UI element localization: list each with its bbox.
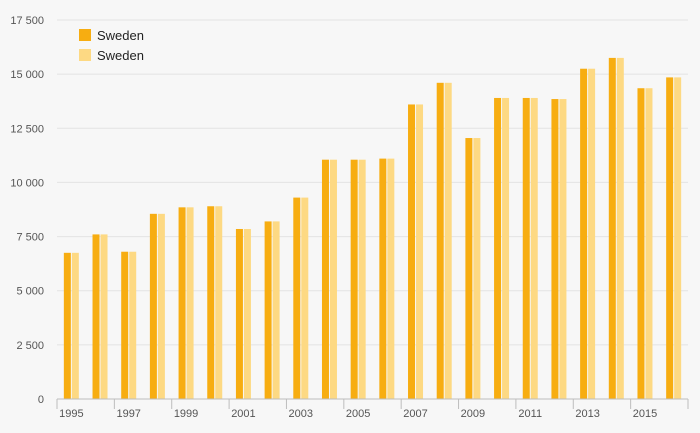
bar-2000-s2 xyxy=(215,206,223,399)
bar-2001-s2 xyxy=(243,228,251,399)
bar-2015-s2 xyxy=(645,88,653,399)
bar-2002-s2 xyxy=(272,221,280,399)
bar-1997-s1 xyxy=(121,251,129,399)
bar-1997-s2 xyxy=(129,251,137,399)
bar-2013-s2 xyxy=(588,68,596,399)
x-axis: 1995 1997 1999 2001 2003 2005 2007 2009 2011 2013… xyxy=(56,398,689,420)
bar-2006-s1 xyxy=(379,158,387,399)
y-tick-label: 5 000 xyxy=(16,286,44,298)
bar-2014-s1 xyxy=(608,57,616,400)
bar-1995-s2 xyxy=(71,252,79,399)
legend-label: Sweden xyxy=(97,48,144,63)
bar-2001-s1 xyxy=(235,228,243,399)
bar-2005-s2 xyxy=(358,159,366,399)
bar-2011-s2 xyxy=(530,97,538,400)
legend-label: Sweden xyxy=(97,28,144,43)
bar-2016-s1 xyxy=(666,77,674,400)
x-tick-label: 1997 xyxy=(116,408,140,420)
bar-1998-s2 xyxy=(157,213,165,399)
bar-2008-s1 xyxy=(436,82,444,399)
y-tick-label: 15 000 xyxy=(10,69,44,81)
bar-1998-s1 xyxy=(149,213,157,399)
bar-2004-s2 xyxy=(329,159,337,399)
x-tick-label: 1999 xyxy=(174,408,198,420)
bar-2002-s1 xyxy=(264,221,272,399)
bar-2000-s1 xyxy=(207,206,215,399)
bar-2003-s1 xyxy=(293,197,301,399)
bar-2009-s2 xyxy=(473,138,481,399)
bar-1999-s1 xyxy=(178,207,186,399)
bar-2009-s1 xyxy=(465,138,473,399)
bar-2007-s2 xyxy=(416,104,424,399)
y-tick-label: 0 xyxy=(38,394,44,406)
bar-2005-s1 xyxy=(350,159,358,399)
y-tick-label: 10 000 xyxy=(10,177,44,189)
bar-1995-s1 xyxy=(63,252,71,399)
bar-2004-s1 xyxy=(321,159,329,399)
x-tick-label: 2001 xyxy=(231,408,255,420)
bar-2012-s2 xyxy=(559,99,567,399)
bar-1996-s1 xyxy=(92,234,100,399)
x-tick-label: 2003 xyxy=(289,408,313,420)
bar-2010-s2 xyxy=(502,97,510,400)
bar-1996-s2 xyxy=(100,234,108,399)
x-tick-label: 2009 xyxy=(461,408,485,420)
bar-2011-s1 xyxy=(522,97,530,400)
bar-2008-s2 xyxy=(444,82,452,399)
bar-2016-s2 xyxy=(674,77,682,400)
x-tick-label: 2005 xyxy=(346,408,370,420)
bar-2015-s1 xyxy=(637,88,645,399)
x-tick-label: 2007 xyxy=(403,408,427,420)
y-axis: 0 2 500 5 000 7 500 10 000 12 500 15 000 17 500 xyxy=(10,15,44,406)
legend: Sweden Sweden xyxy=(79,28,144,63)
legend-swatch xyxy=(79,49,91,61)
bar-2013-s1 xyxy=(580,68,588,399)
bar-1999-s2 xyxy=(186,207,194,399)
bar-2010-s1 xyxy=(494,97,502,400)
bar-2012-s1 xyxy=(551,99,559,399)
x-tick-label: 1995 xyxy=(59,408,83,420)
y-tick-label: 2 500 xyxy=(16,340,44,352)
bar-2003-s2 xyxy=(301,197,309,399)
y-tick-label: 12 500 xyxy=(10,123,44,135)
bar-2006-s2 xyxy=(387,158,395,399)
bar-2007-s1 xyxy=(408,104,416,399)
bar-2014-s2 xyxy=(616,57,624,400)
y-tick-label: 7 500 xyxy=(16,232,44,244)
x-tick-label: 2011 xyxy=(518,408,542,420)
x-tick-label: 2013 xyxy=(575,408,599,420)
bars xyxy=(63,57,682,400)
y-tick-label: 17 500 xyxy=(10,15,44,27)
legend-swatch xyxy=(79,29,91,41)
x-tick-label: 2015 xyxy=(633,408,657,420)
